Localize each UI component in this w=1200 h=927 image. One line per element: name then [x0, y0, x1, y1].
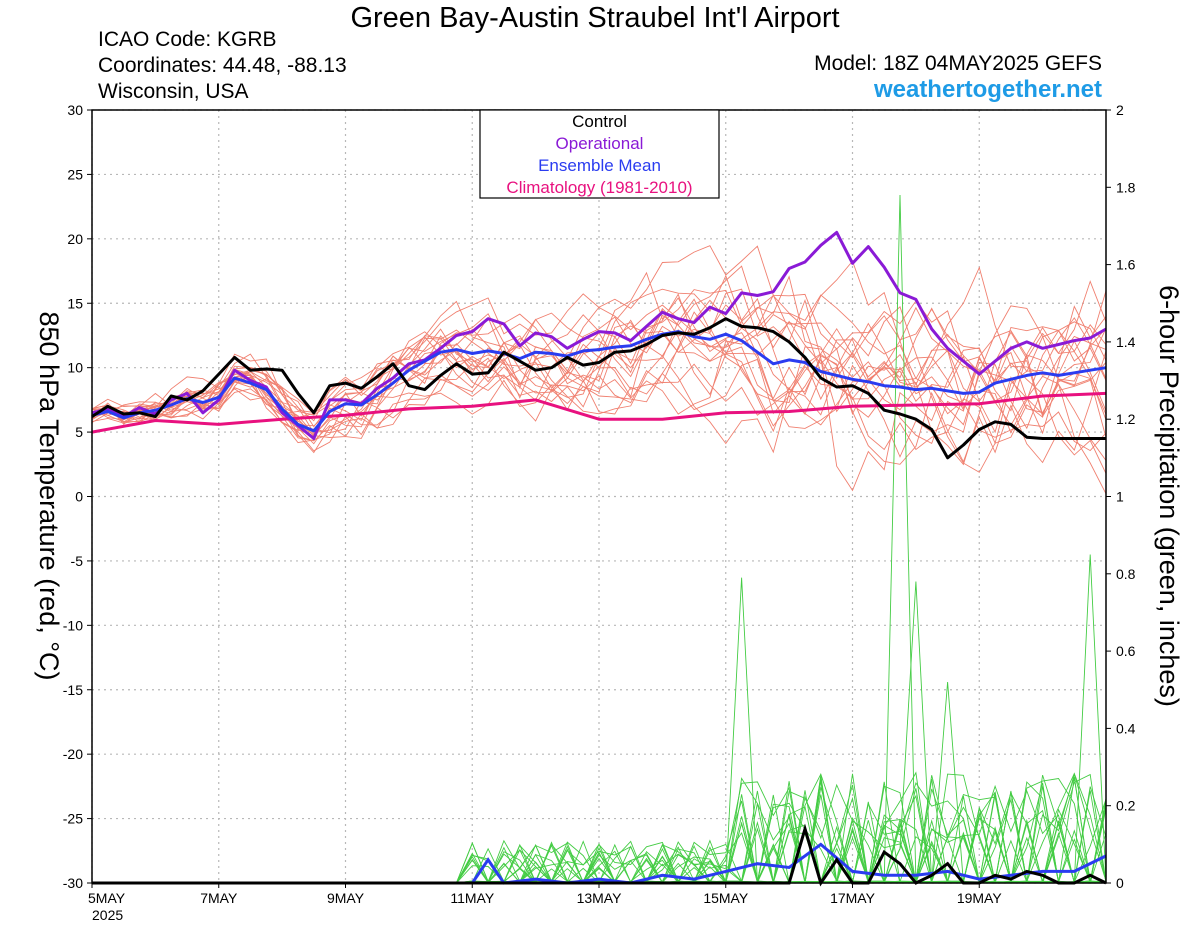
left-tick-label: 10 [67, 360, 83, 376]
x-tick-label: 11MAY [450, 890, 494, 906]
right-tick-label: 1.8 [1116, 179, 1136, 195]
temp-member-line [91, 280, 1107, 434]
right-tick-label: 1 [1116, 489, 1124, 505]
precip-member-line [92, 194, 1107, 885]
legend-box [479, 109, 720, 199]
x-tick-sublabel: 2025 [92, 907, 123, 923]
right-axis-label: 6-hour Precipitation (green, inches) [1154, 285, 1184, 707]
model-run: Model: 18Z 04MAY2025 GEFS [814, 52, 1102, 75]
legend: Control Operational Ensemble Mean Climatolo… [479, 109, 720, 199]
left-tick-label: 25 [67, 166, 83, 182]
temp-member-line [91, 345, 1107, 461]
temp-member-line [91, 275, 1107, 452]
right-tick-label: 1.2 [1116, 411, 1136, 427]
x-tick-label: 9MAY [327, 890, 365, 906]
left-tick-label: 0 [75, 489, 83, 505]
x-tick-label: 5MAY [88, 890, 126, 906]
temp-operational-line [91, 230, 1107, 440]
right-tick-label: 1.4 [1116, 334, 1136, 350]
location-state: Wisconsin, USA [98, 80, 249, 103]
right-tick-label: 0.4 [1116, 720, 1136, 736]
legend-entry: Operational [556, 134, 644, 153]
right-tick-label: 0 [1116, 875, 1124, 891]
temp-member-line [91, 289, 1107, 442]
temp-control-line [91, 317, 1106, 460]
axis-ticks: 302520151050-5-10-15-20-25-3021.81.61.41… [63, 102, 1136, 923]
legend-entry: Ensemble Mean [538, 156, 661, 175]
site-link[interactable]: weathertogether.net [873, 76, 1102, 103]
left-axis-label: 850 hPa Temperature (red, °C) [34, 312, 64, 681]
left-tick-label: 30 [67, 102, 83, 118]
left-tick-label: 5 [75, 424, 83, 440]
legend-entry: Climatology (1981-2010) [506, 178, 692, 197]
x-tick-label: 19MAY [957, 890, 1003, 906]
coordinates: Coordinates: 44.48, -88.13 [98, 54, 347, 77]
left-tick-label: 20 [67, 231, 83, 247]
left-tick-label: -15 [63, 682, 83, 698]
x-tick-label: 13MAY [577, 890, 623, 906]
legend-entry: Control [572, 112, 627, 131]
right-tick-label: 0.8 [1116, 566, 1136, 582]
left-tick-label: 15 [67, 295, 83, 311]
x-tick-label: 15MAY [703, 890, 749, 906]
x-tick-label: 17MAY [830, 890, 876, 906]
right-tick-label: 0.2 [1116, 798, 1136, 814]
left-tick-label: -10 [63, 617, 83, 633]
left-tick-label: -20 [63, 746, 83, 762]
icao-code: ICAO Code: KGRB [98, 28, 277, 51]
temp-member-line [91, 290, 1107, 454]
left-tick-label: -30 [63, 875, 83, 891]
right-tick-label: 0.6 [1116, 643, 1136, 659]
left-tick-label: -5 [71, 553, 84, 569]
x-tick-label: 7MAY [200, 890, 238, 906]
right-tick-label: 2 [1116, 102, 1124, 118]
page-title: Green Bay-Austin Straubel Int'l Airport [350, 2, 840, 34]
temp-member-line [91, 266, 1107, 454]
temp-ensemble-mean-line [91, 330, 1107, 433]
ensemble-members [91, 194, 1107, 885]
temp-member-line [91, 260, 1107, 433]
right-tick-label: 1.6 [1116, 257, 1136, 273]
temp-climatology-line [91, 391, 1107, 434]
left-tick-label: -25 [63, 811, 83, 827]
temp-member-line [91, 271, 1107, 445]
